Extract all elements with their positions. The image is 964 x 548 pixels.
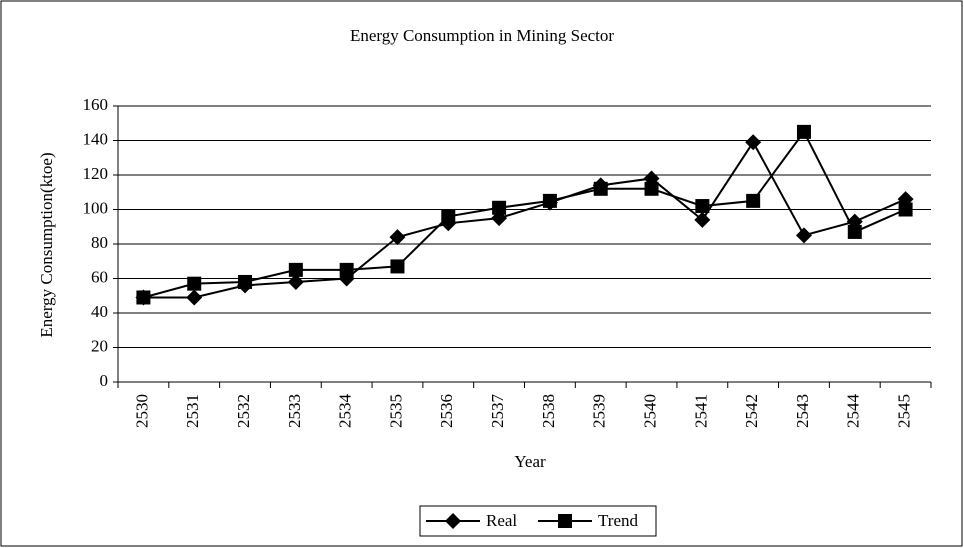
x-tick-label: 2545 — [895, 394, 914, 428]
legend-marker — [558, 514, 572, 528]
y-tick-label: 120 — [83, 164, 109, 183]
x-tick-label: 2540 — [640, 394, 659, 428]
x-tick-label: 2541 — [691, 394, 710, 428]
marker — [847, 224, 862, 239]
marker — [389, 229, 406, 246]
y-tick-label: 80 — [91, 233, 108, 252]
y-tick-label: 160 — [83, 95, 109, 114]
marker — [187, 276, 202, 291]
x-tick-label: 2534 — [336, 394, 355, 429]
x-tick-label: 2539 — [590, 394, 609, 428]
y-tick-label: 0 — [100, 371, 109, 390]
marker — [795, 227, 812, 244]
marker — [441, 209, 456, 224]
x-tick-label: 2536 — [437, 394, 456, 428]
marker — [390, 259, 405, 274]
marker — [492, 200, 507, 215]
marker — [136, 290, 151, 305]
marker — [593, 181, 608, 196]
chart-title: Energy Consumption in Mining Sector — [350, 26, 614, 45]
marker — [746, 193, 761, 208]
x-tick-label: 2544 — [844, 394, 863, 429]
x-tick-label: 2532 — [234, 394, 253, 428]
y-tick-label: 100 — [83, 198, 109, 217]
y-tick-label: 60 — [91, 267, 108, 286]
y-axis-label: Energy Consumption(ktoe) — [37, 152, 56, 337]
marker — [796, 124, 811, 139]
marker — [288, 262, 303, 277]
marker — [898, 202, 913, 217]
y-tick-label: 140 — [83, 129, 109, 148]
marker — [694, 211, 711, 228]
legend-marker — [445, 513, 461, 529]
x-tick-label: 2543 — [793, 394, 812, 428]
marker — [695, 199, 710, 214]
x-tick-label: 2542 — [742, 394, 761, 428]
marker — [644, 181, 659, 196]
marker — [186, 289, 203, 306]
marker — [745, 134, 762, 151]
x-tick-label: 2535 — [386, 394, 405, 428]
x-tick-label: 2531 — [183, 394, 202, 428]
marker — [238, 274, 253, 289]
y-tick-label: 20 — [91, 336, 108, 355]
x-tick-label: 2538 — [539, 394, 558, 428]
y-tick-label: 40 — [91, 302, 108, 321]
x-tick-label: 2530 — [132, 394, 151, 428]
x-axis-label: Year — [514, 452, 546, 471]
marker — [542, 193, 557, 208]
x-tick-label: 2533 — [285, 394, 304, 428]
marker — [287, 273, 304, 290]
x-tick-label: 2537 — [488, 394, 507, 429]
line-series — [143, 129, 906, 299]
line-series — [143, 140, 906, 299]
marker — [339, 262, 354, 277]
legend-label: Real — [486, 511, 517, 530]
legend-label: Trend — [598, 511, 638, 530]
